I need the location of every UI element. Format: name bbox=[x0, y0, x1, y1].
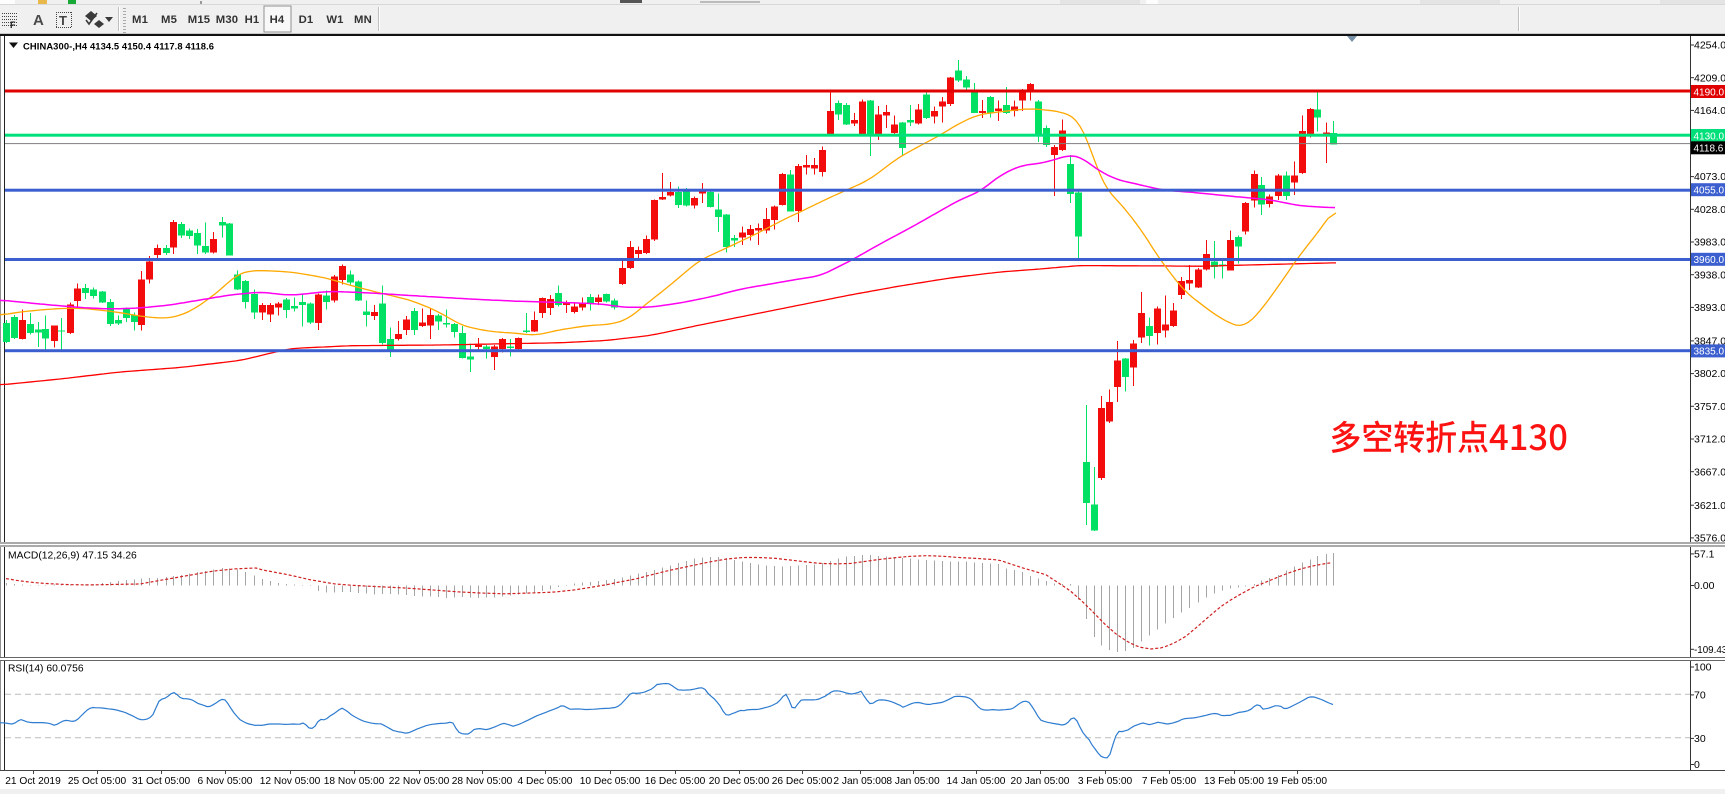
svg-text:16 Dec 05:00: 16 Dec 05:00 bbox=[645, 776, 706, 787]
svg-text:3835.0: 3835.0 bbox=[1694, 347, 1725, 358]
svg-text:26 Dec 05:00: 26 Dec 05:00 bbox=[772, 776, 833, 787]
svg-text:-109.43: -109.43 bbox=[1694, 645, 1725, 656]
svg-text:0.00: 0.00 bbox=[1694, 580, 1715, 592]
svg-text:10 Dec 05:00: 10 Dec 05:00 bbox=[580, 776, 641, 787]
svg-text:M5: M5 bbox=[161, 14, 177, 26]
svg-text:3576.0: 3576.0 bbox=[1694, 533, 1725, 545]
svg-text:3667.0: 3667.0 bbox=[1694, 466, 1725, 478]
svg-text:31 Oct 05:00: 31 Oct 05:00 bbox=[132, 776, 191, 787]
svg-text:3757.0: 3757.0 bbox=[1694, 401, 1725, 413]
svg-text:100: 100 bbox=[1694, 662, 1712, 674]
svg-text:21 Oct 2019: 21 Oct 2019 bbox=[5, 776, 61, 787]
svg-text:3712.0: 3712.0 bbox=[1694, 434, 1725, 446]
svg-text:4028.0: 4028.0 bbox=[1694, 204, 1725, 216]
svg-text:18 Nov 05:00: 18 Nov 05:00 bbox=[324, 776, 385, 787]
svg-text:D1: D1 bbox=[299, 14, 314, 26]
svg-text:7 Feb 05:00: 7 Feb 05:00 bbox=[1142, 776, 1197, 787]
svg-text:2 Jan 05:00: 2 Jan 05:00 bbox=[833, 776, 887, 787]
svg-text:H1: H1 bbox=[245, 14, 260, 26]
svg-text:3893.0: 3893.0 bbox=[1694, 302, 1725, 314]
svg-text:0: 0 bbox=[1694, 759, 1700, 771]
svg-text:8 Jan 05:00: 8 Jan 05:00 bbox=[886, 776, 940, 787]
svg-text:3 Feb 05:00: 3 Feb 05:00 bbox=[1078, 776, 1133, 787]
svg-text:MN: MN bbox=[354, 14, 372, 26]
svg-text:3621.0: 3621.0 bbox=[1694, 500, 1725, 512]
svg-text:4073.0: 4073.0 bbox=[1694, 171, 1725, 183]
svg-text:H4: H4 bbox=[270, 14, 285, 26]
svg-text:28 Nov 05:00: 28 Nov 05:00 bbox=[452, 776, 513, 787]
svg-text:22 Nov 05:00: 22 Nov 05:00 bbox=[389, 776, 450, 787]
svg-text:3938.0: 3938.0 bbox=[1694, 269, 1725, 281]
svg-text:4254.0: 4254.0 bbox=[1694, 40, 1725, 52]
svg-text:19 Feb 05:00: 19 Feb 05:00 bbox=[1267, 776, 1327, 787]
svg-text:3802.0: 3802.0 bbox=[1694, 368, 1725, 380]
svg-text:4190.0: 4190.0 bbox=[1694, 87, 1725, 98]
svg-text:M30: M30 bbox=[216, 14, 239, 26]
svg-text:13 Feb 05:00: 13 Feb 05:00 bbox=[1204, 776, 1264, 787]
svg-text:RSI(14) 60.0756: RSI(14) 60.0756 bbox=[8, 664, 84, 675]
svg-text:4209.0: 4209.0 bbox=[1694, 72, 1725, 84]
svg-text:4055.0: 4055.0 bbox=[1694, 186, 1725, 197]
svg-text:4 Dec 05:00: 4 Dec 05:00 bbox=[518, 776, 573, 787]
svg-text:3960.0: 3960.0 bbox=[1694, 255, 1725, 266]
svg-text:3983.0: 3983.0 bbox=[1694, 237, 1725, 249]
svg-text:W1: W1 bbox=[326, 14, 343, 26]
svg-text:20 Jan 05:00: 20 Jan 05:00 bbox=[1011, 776, 1070, 787]
svg-text:T: T bbox=[59, 13, 67, 28]
svg-text:6 Nov 05:00: 6 Nov 05:00 bbox=[198, 776, 253, 787]
svg-text:M1: M1 bbox=[132, 14, 148, 26]
svg-text:F: F bbox=[10, 20, 16, 30]
svg-text:CHINA300-,H4 4134.5 4150.4 41: CHINA300-,H4 4134.5 4150.4 4117.8 4118.6 bbox=[23, 41, 214, 52]
svg-text:25 Oct 05:00: 25 Oct 05:00 bbox=[68, 776, 127, 787]
svg-text:70: 70 bbox=[1694, 690, 1706, 702]
svg-text:A: A bbox=[33, 12, 44, 29]
svg-text:20 Dec 05:00: 20 Dec 05:00 bbox=[709, 776, 770, 787]
svg-text:4118.6: 4118.6 bbox=[1694, 144, 1724, 155]
svg-text:MACD(12,26,9) 47.15 34.26: MACD(12,26,9) 47.15 34.26 bbox=[8, 551, 137, 562]
svg-text:57.1: 57.1 bbox=[1694, 549, 1715, 561]
svg-text:12 Nov 05:00: 12 Nov 05:00 bbox=[260, 776, 321, 787]
svg-text:M15: M15 bbox=[188, 14, 211, 26]
svg-text:4164.0: 4164.0 bbox=[1694, 105, 1725, 117]
svg-text:4130.0: 4130.0 bbox=[1694, 131, 1725, 142]
svg-text:30: 30 bbox=[1694, 733, 1706, 745]
svg-text:14 Jan 05:00: 14 Jan 05:00 bbox=[947, 776, 1006, 787]
